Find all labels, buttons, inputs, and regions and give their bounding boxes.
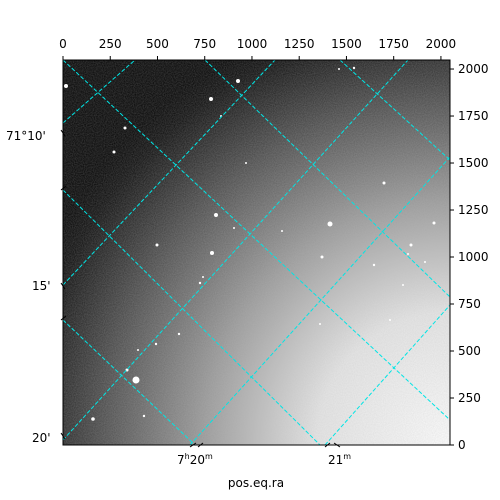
star [177, 332, 181, 336]
right-tick-label: 750 [458, 297, 481, 311]
star [432, 221, 436, 225]
dec-tick-label: 71°10' [6, 129, 46, 143]
grid-line [63, 319, 196, 445]
star [123, 126, 127, 130]
star [409, 243, 413, 247]
grid-line [63, 189, 321, 445]
star [91, 417, 95, 421]
coordinate-grid [63, 60, 450, 445]
grid-line [63, 60, 409, 441]
star [236, 79, 240, 83]
star [327, 221, 333, 227]
top-tick-label: 250 [99, 37, 122, 51]
right-tick-label: 2000 [458, 62, 489, 76]
star [224, 54, 226, 56]
grid-line [324, 304, 450, 445]
top-tick-label: 2000 [426, 37, 457, 51]
grid-line [63, 60, 136, 124]
star [209, 97, 213, 101]
ra-tick-mark [189, 442, 341, 448]
star [402, 284, 404, 286]
right-pixel-axis: 0 250 500 750 1000 1250 1500 1750 2000 [450, 62, 489, 452]
right-tick-label: 1750 [458, 109, 489, 123]
stars-layer [64, 54, 436, 421]
star [233, 227, 235, 229]
right-tick-label: 250 [458, 391, 481, 405]
grid-line [204, 60, 450, 298]
dec-tick-mark [60, 129, 67, 440]
star [142, 414, 146, 418]
image-panel [63, 54, 450, 445]
top-tick-label: 1750 [378, 37, 409, 51]
star [137, 349, 139, 351]
star [112, 150, 116, 154]
star [202, 276, 204, 278]
bottom-ra-axis: 7h20m 21m [177, 442, 351, 467]
star [424, 261, 426, 263]
star [281, 230, 283, 232]
star [132, 376, 140, 384]
x-axis-label: pos.eq.ra [228, 476, 284, 490]
star [214, 213, 218, 217]
right-tick-label: 1000 [458, 250, 489, 264]
left-dec-axis: 71°10' 15' 20' [6, 129, 67, 445]
star [389, 319, 391, 321]
right-tick-label: 1500 [458, 156, 489, 170]
star [155, 243, 159, 247]
top-tick-label: 1000 [237, 37, 268, 51]
right-tick-label: 1250 [458, 203, 489, 217]
right-tick-label: 0 [458, 438, 466, 452]
star [338, 68, 340, 70]
grid-line [339, 60, 450, 161]
dec-tick-label: 20' [32, 431, 51, 445]
star [154, 342, 158, 346]
star [198, 281, 202, 285]
star [372, 263, 376, 267]
top-tick-label: 1250 [284, 37, 315, 51]
ra-tick-label: 7h20m [177, 452, 213, 467]
top-tick-label: 1500 [331, 37, 362, 51]
dec-tick-label: 15' [32, 279, 51, 293]
top-pixel-axis: 0 250 500 750 1000 1250 1500 1750 2000 [59, 37, 456, 60]
star [64, 84, 68, 88]
right-tick-label: 500 [458, 344, 481, 358]
grid-line [189, 156, 450, 445]
star [352, 66, 356, 70]
star [210, 251, 214, 255]
top-tick-label: 0 [59, 37, 67, 51]
grid-line [63, 60, 276, 286]
star [319, 323, 321, 325]
star [382, 181, 386, 185]
star [320, 255, 324, 259]
top-tick-label: 750 [193, 37, 216, 51]
star [245, 162, 247, 164]
plot-frame [62, 59, 451, 446]
star [407, 253, 409, 255]
image-noise [63, 60, 450, 445]
grid-line [63, 60, 450, 421]
ra-tick-label: 21m [328, 452, 351, 467]
top-tick-label: 500 [146, 37, 169, 51]
